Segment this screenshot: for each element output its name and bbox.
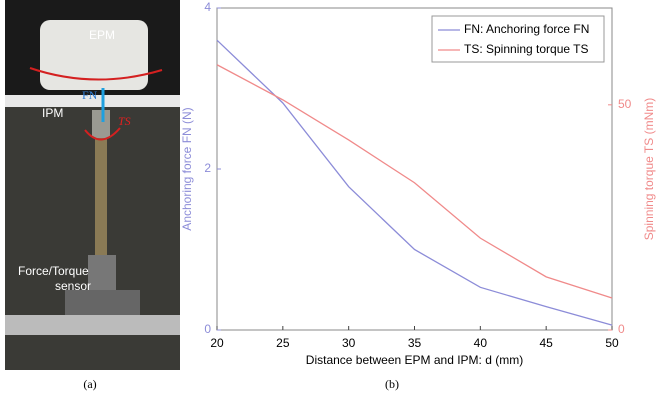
legend-label: TS: Spinning torque TS [464,42,589,56]
base [5,315,180,335]
photo-plate [5,95,180,107]
photo-label: sensor [55,279,91,293]
photo-label: EPM [89,28,115,42]
x-tick-label: 45 [539,336,553,350]
sensor-body [65,290,140,315]
epm-magnet [40,20,148,90]
x-tick-label: 40 [474,336,488,350]
y2-axis-label: Spinning torque TS (mNm) [642,98,656,241]
photo-panel: EPM FN IPM TS Force/Torque sensor (a) [5,0,180,391]
torque-arrow [84,127,121,141]
series-line [216,64,613,299]
photo-label: TS [118,114,131,128]
y-tick-label: 2 [204,161,211,175]
legend-label: FN: Anchoring force FN [464,22,589,36]
photo-label: FN [82,88,98,102]
photo-label: Force/Torque [18,264,89,278]
shaft [95,120,107,260]
y-axis-label: Anchoring force FN (N) [180,107,194,230]
caption: (b) [385,377,399,391]
x-axis-label: Distance between EPM and IPM: d (mm) [306,353,523,367]
series-line [216,39,613,326]
mount [88,255,116,290]
photo-label: IPM [42,106,63,120]
x-tick-label: 30 [342,336,356,350]
y-tick-label: 4 [204,0,211,14]
ipm [92,110,110,138]
legend-box [431,15,605,63]
y2-tick-label: 0 [618,322,625,336]
x-tick-label: 35 [408,336,422,350]
x-tick-label: 50 [605,336,619,350]
y2-tick-label: 50 [618,97,632,111]
x-tick-label: 25 [276,336,290,350]
y-tick-label: 0 [204,322,211,336]
x-tick-label: 20 [210,336,224,350]
rotation-arrow [29,67,163,81]
caption: (a) [83,377,96,391]
